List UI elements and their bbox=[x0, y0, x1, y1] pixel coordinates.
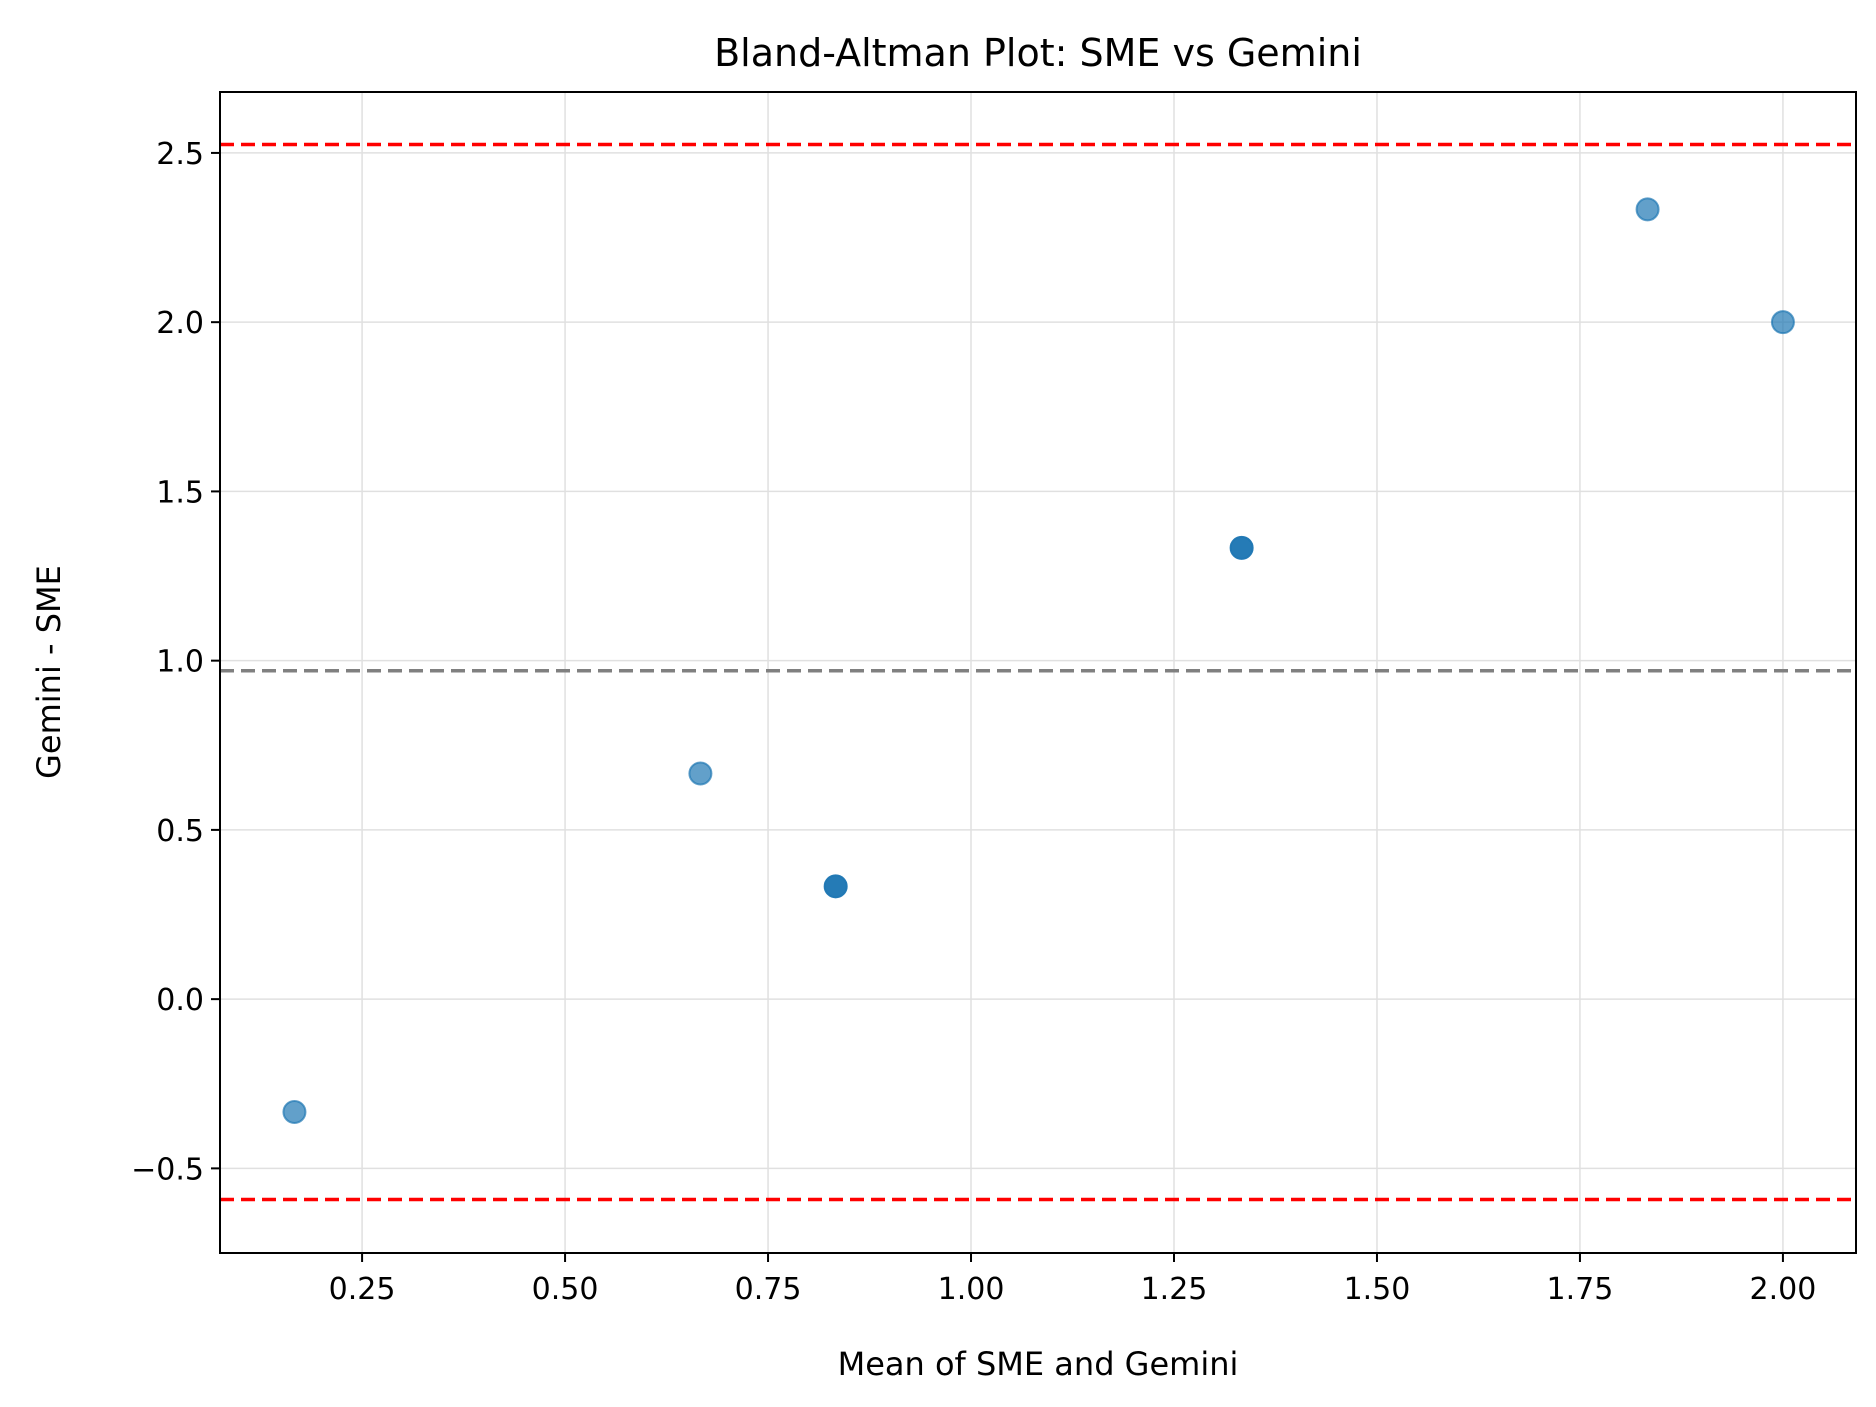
scatter-point bbox=[688, 761, 713, 786]
x-tick-label: 0.75 bbox=[735, 1272, 802, 1307]
x-tick-label: 0.50 bbox=[532, 1272, 599, 1307]
x-tick-label: 1.75 bbox=[1547, 1272, 1614, 1307]
x-axis-label: Mean of SME and Gemini bbox=[838, 1345, 1239, 1383]
x-tick-label: 1.25 bbox=[1141, 1272, 1208, 1307]
y-axis-label: Gemini - SME bbox=[30, 565, 68, 779]
y-tick-label: 2.0 bbox=[156, 306, 204, 341]
x-tick-label: 2.00 bbox=[1750, 1272, 1817, 1307]
scatter-point bbox=[1635, 197, 1660, 222]
scatter-point bbox=[1229, 535, 1254, 560]
y-tick-label: 1.0 bbox=[156, 645, 204, 680]
y-tick-label: 0.0 bbox=[156, 983, 204, 1018]
y-tick-label: 0.5 bbox=[156, 814, 204, 849]
y-tick-label: 2.5 bbox=[156, 137, 204, 172]
y-tick-label: 1.5 bbox=[156, 475, 204, 510]
x-tick-label: 1.50 bbox=[1344, 1272, 1411, 1307]
y-tick-label: −0.5 bbox=[131, 1152, 204, 1187]
scatter-point bbox=[282, 1099, 307, 1124]
ticks-layer: 0.25 0.50 0.75 1.00 1.25 1.50 1.75 2.00 −0.5 0.0 0… bbox=[131, 137, 1816, 1307]
x-tick-label: 1.00 bbox=[938, 1272, 1005, 1307]
x-tick-label: 0.25 bbox=[329, 1272, 396, 1307]
chart-title: Bland-Altman Plot: SME vs Gemini bbox=[714, 31, 1362, 75]
plot-frame bbox=[219, 91, 1857, 1254]
scatter-point bbox=[1770, 310, 1795, 335]
points-layer bbox=[282, 197, 1795, 1124]
scatter-point bbox=[823, 874, 848, 899]
